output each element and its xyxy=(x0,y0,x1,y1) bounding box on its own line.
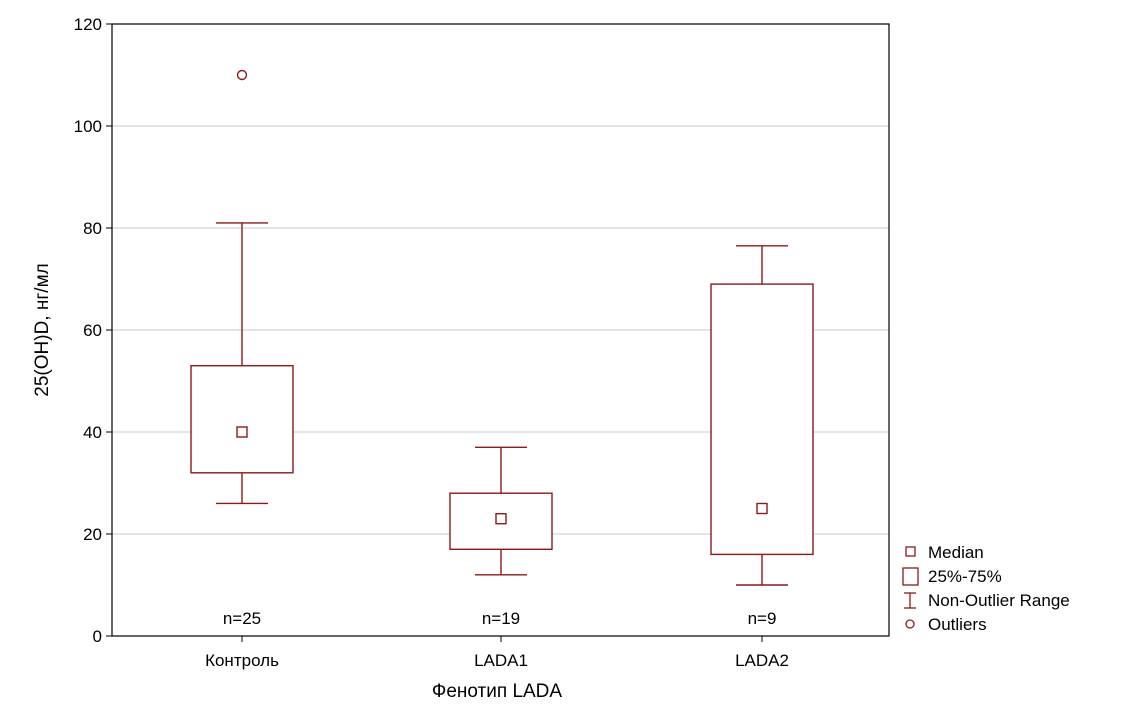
y-tick-label: 60 xyxy=(83,321,102,340)
legend-label: Outliers xyxy=(928,615,987,634)
median-marker xyxy=(236,426,248,438)
box-Контроль: n=25 xyxy=(190,69,294,628)
box-LADA2: n=9 xyxy=(710,245,814,628)
y-tick-label: 80 xyxy=(83,219,102,238)
y-tick-label: 0 xyxy=(93,627,102,646)
iqr-box xyxy=(190,365,294,474)
legend: Median 25%-75% Non-Outlier Range Outliers xyxy=(902,543,1070,634)
y-tick-label: 40 xyxy=(83,423,102,442)
legend-label: 25%-75% xyxy=(928,567,1002,586)
n-label: n=9 xyxy=(748,609,777,628)
y-axis-title: 25(OH)D, нг/мл xyxy=(32,263,53,396)
legend-box-icon xyxy=(902,567,919,586)
n-label: n=19 xyxy=(482,609,520,628)
x-tick-label: LADA1 xyxy=(474,651,528,670)
x-axis: Контроль LADA1 LADA2 xyxy=(205,636,789,670)
legend-label: Non-Outlier Range xyxy=(928,591,1070,610)
y-tick-label: 100 xyxy=(74,117,102,136)
y-axis: 0 20 40 60 80 100 120 xyxy=(74,15,112,646)
outlier-point xyxy=(236,69,248,81)
legend-outlier-icon xyxy=(905,619,915,629)
x-axis-title: Фенотип LADA xyxy=(432,681,562,702)
legend-median-icon xyxy=(905,546,916,557)
y-tick-label: 120 xyxy=(74,15,102,34)
x-tick-label: Контроль xyxy=(205,651,279,670)
legend-label: Median xyxy=(928,543,984,562)
n-label: n=25 xyxy=(223,609,261,628)
median-marker xyxy=(756,502,768,515)
box-series: n=25 n=19 n=9 xyxy=(190,69,814,628)
y-tick-label: 20 xyxy=(83,525,102,544)
box-LADA1: n=19 xyxy=(449,446,553,628)
x-tick-label: LADA2 xyxy=(735,651,789,670)
median-marker xyxy=(495,513,507,525)
